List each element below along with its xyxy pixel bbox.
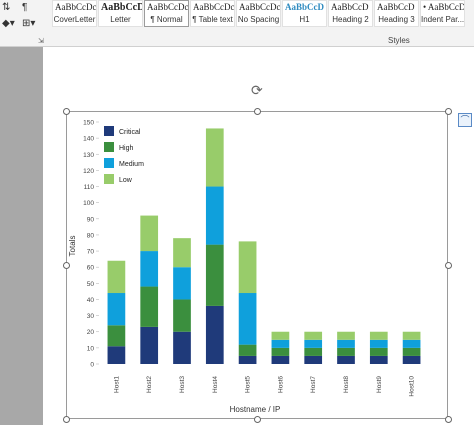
style-name-label: ¶ Table text	[192, 15, 233, 24]
sort-icon[interactable]: ⇅	[2, 2, 11, 13]
style-gallery-item[interactable]: AaBbCcD Heading 3	[374, 0, 419, 27]
ribbon-left-tools: ⇅ ¶ ◆▾ ⊞▾	[0, 0, 50, 46]
style-name-label: No Spacing	[237, 15, 280, 24]
paragraph-dialog-launcher-icon[interactable]: ⇲	[38, 38, 44, 45]
style-sample-text: AaBbCcDc	[55, 2, 97, 12]
style-name-label: H1	[299, 15, 310, 24]
resize-handle[interactable]	[253, 415, 261, 423]
style-sample-text: AaBbCcDc	[147, 2, 189, 12]
style-name-label: ¶ Normal	[150, 15, 183, 24]
resize-handle[interactable]	[444, 415, 452, 423]
resize-handle[interactable]	[62, 107, 70, 115]
styles-gallery: AaBbCcDc CoverLetter AaBbCcD Letter AaBbCcDc…	[52, 0, 466, 28]
style-gallery-item[interactable]: AaBbCcD H1	[282, 0, 327, 27]
style-name-label: Indent Par...	[421, 15, 465, 24]
style-sample-text: AaBbCcD	[285, 2, 325, 12]
style-gallery-item[interactable]: AaBbCcD Heading 2	[328, 0, 373, 27]
style-gallery-item[interactable]: AaBbCcDc ¶ Normal	[144, 0, 189, 27]
resize-handle[interactable]	[253, 107, 261, 115]
chart-frame[interactable]	[66, 111, 448, 419]
pilcrow-icon[interactable]: ¶	[22, 2, 28, 13]
workspace-margin	[0, 47, 43, 425]
resize-handle[interactable]	[62, 415, 70, 423]
style-sample-text: AaBbCcDc	[193, 2, 235, 12]
borders-icon[interactable]: ⊞▾	[22, 18, 36, 29]
style-gallery-item[interactable]: AaBbCcDc CoverLetter	[52, 0, 97, 27]
style-sample-text: AaBbCcDc	[239, 2, 281, 12]
style-gallery-item[interactable]: • AaBbCcDc Indent Par...	[420, 0, 465, 27]
style-sample-text: • AaBbCcDc	[423, 2, 465, 12]
style-sample-text: AaBbCcD	[101, 2, 143, 13]
style-name-label: CoverLetter	[53, 15, 96, 24]
resize-handle[interactable]	[444, 107, 452, 115]
rotate-handle-icon[interactable]: ⟳	[251, 82, 263, 98]
style-sample-text: AaBbCcD	[377, 2, 415, 12]
style-name-label: Letter	[110, 15, 131, 24]
style-gallery-item[interactable]: AaBbCcDc ¶ Table text	[190, 0, 235, 27]
ribbon: ⇅ ¶ ◆▾ ⊞▾ ⇲ AaBbCcDc CoverLetter AaBbCcD Le…	[0, 0, 474, 47]
style-gallery-item[interactable]: AaBbCcD Letter	[98, 0, 143, 27]
styles-group-label: Styles	[388, 36, 410, 45]
style-gallery-item[interactable]: AaBbCcDc No Spacing	[236, 0, 281, 27]
shading-icon[interactable]: ◆▾	[2, 18, 15, 29]
style-sample-text: AaBbCcD	[331, 2, 369, 12]
layout-options-icon[interactable]: ⌒	[458, 113, 472, 127]
style-name-label: Heading 2	[332, 15, 369, 24]
style-name-label: Heading 3	[378, 15, 415, 24]
resize-handle[interactable]	[62, 261, 70, 269]
resize-handle[interactable]	[444, 261, 452, 269]
